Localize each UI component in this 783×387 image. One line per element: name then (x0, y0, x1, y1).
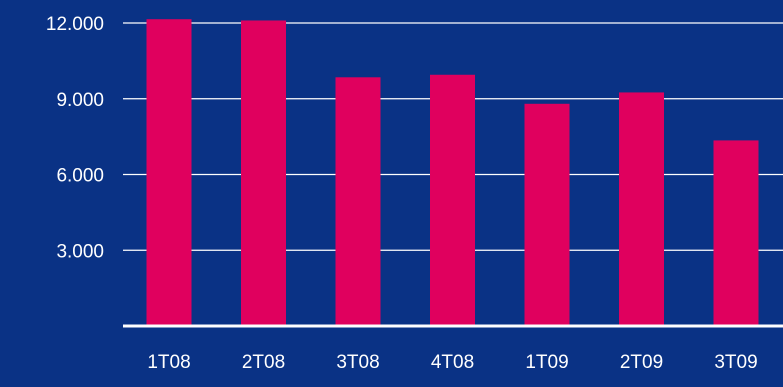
bars (146, 19, 759, 327)
y-tick-labels: 3.000 6.000 9.000 12.000 (46, 14, 104, 262)
x-tick-label: 1T08 (147, 352, 190, 373)
x-tick-label: 3T08 (336, 352, 379, 373)
x-tick-labels: 1T08 2T08 3T08 4T08 1T09 2T09 3T09 (147, 352, 757, 373)
y-tick-label: 9.000 (56, 90, 104, 111)
bar-1t08 (146, 19, 192, 327)
bar-1t09 (524, 103, 570, 326)
y-tick-label: 3.000 (56, 241, 104, 262)
x-tick-label: 4T08 (431, 352, 474, 373)
x-tick-label: 1T09 (525, 352, 568, 373)
x-tick-label: 2T09 (620, 352, 663, 373)
bar-4t08 (430, 74, 475, 326)
bar-2t08 (241, 20, 286, 326)
y-tick-label: 6.000 (56, 166, 104, 187)
bar-3t08 (335, 77, 381, 326)
bar-2t09 (619, 92, 664, 326)
x-tick-label: 2T08 (242, 352, 285, 373)
y-tick-label: 12.000 (46, 14, 104, 35)
bar-3t09 (713, 140, 759, 326)
x-tick-label: 3T09 (714, 352, 757, 373)
